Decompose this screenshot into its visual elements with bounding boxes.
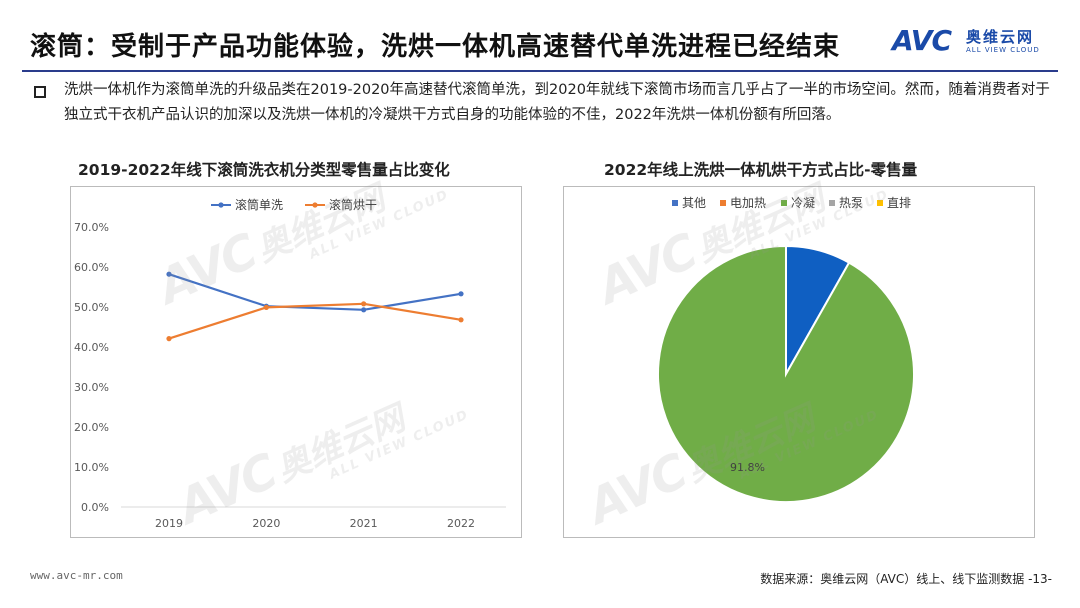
data-point (361, 307, 367, 313)
bullet-square-icon (34, 86, 46, 98)
legend-label: 其他 (682, 196, 706, 210)
legend-swatch (781, 200, 787, 206)
legend-label: 滚筒单洗 (235, 197, 283, 212)
y-tick-label: 20.0% (74, 421, 109, 434)
pie-chart-panel: 91.8% 其他 电加热 冷凝 热泵 直排 (563, 186, 1035, 538)
series-line-1 (168, 273, 462, 311)
avc-logo: AVC 奥维云网 ALL VIEW CLOUD (892, 24, 1054, 64)
y-tick-label: 0.0% (81, 501, 109, 514)
pie-slice-冷凝 (657, 244, 915, 503)
legend-swatch (829, 200, 835, 206)
data-point (361, 301, 367, 307)
line-chart: 0.0% 10.0% 20.0% 30.0% 40.0% 50.0% 60.0% 70.0% 2… (74, 197, 506, 530)
legend-label: 滚筒烘干 (329, 197, 377, 212)
data-point (458, 291, 464, 297)
legend-label: 直排 (887, 196, 911, 210)
legend-marker (312, 202, 318, 208)
pie-data-label: 91.8% (730, 461, 765, 474)
y-tick-label: 70.0% (74, 221, 109, 234)
y-tick-label: 60.0% (74, 261, 109, 274)
legend-label: 电加热 (730, 196, 766, 210)
legend-marker (218, 202, 224, 208)
data-point (166, 271, 172, 277)
legend-swatch (877, 200, 883, 206)
y-tick-label: 10.0% (74, 461, 109, 474)
x-tick-label: 2021 (350, 517, 378, 530)
legend-swatch (672, 200, 678, 206)
footer-website[interactable]: www.avc-mr.com (30, 569, 123, 582)
y-tick-label: 30.0% (74, 381, 109, 394)
x-tick-label: 2020 (252, 517, 280, 530)
pie-chart: 91.8% 其他 电加热 冷凝 热泵 直排 (657, 195, 915, 503)
x-tick-label: 2022 (447, 517, 475, 530)
legend-label: 冷凝 (791, 195, 815, 210)
data-point (263, 304, 269, 310)
logo-en: ALL VIEW CLOUD (966, 46, 1040, 54)
logo-cn: 奥维云网 (966, 28, 1035, 46)
x-tick-label: 2019 (155, 517, 183, 530)
logo-word: AVC (892, 24, 952, 57)
y-tick-label: 40.0% (74, 341, 109, 354)
line-chart-title: 2019-2022年线下滚筒洗衣机分类型零售量占比变化 (78, 161, 450, 179)
header-divider (22, 70, 1058, 72)
pie-chart-title: 2022年线上洗烘一体机烘干方式占比-零售量 (604, 161, 918, 179)
page-title: 滚筒：受制于产品功能体验，洗烘一体机高速替代单洗进程已经结束 (30, 32, 841, 62)
footer-source: 数据来源：奥维云网（AVC）线上、线下监测数据 -13- (760, 572, 1052, 586)
data-point (458, 317, 464, 323)
description-text: 洗烘一体机作为滚筒单洗的升级品类在2019-2020年高速替代滚筒单洗，到202… (64, 82, 1050, 123)
legend-swatch (720, 200, 726, 206)
y-tick-label: 50.0% (74, 301, 109, 314)
data-point (166, 336, 172, 342)
line-chart-panel: 0.0% 10.0% 20.0% 30.0% 40.0% 50.0% 60.0% 70.0% 2… (70, 186, 522, 538)
legend-label: 热泵 (839, 196, 863, 210)
series-line-2 (168, 302, 462, 340)
